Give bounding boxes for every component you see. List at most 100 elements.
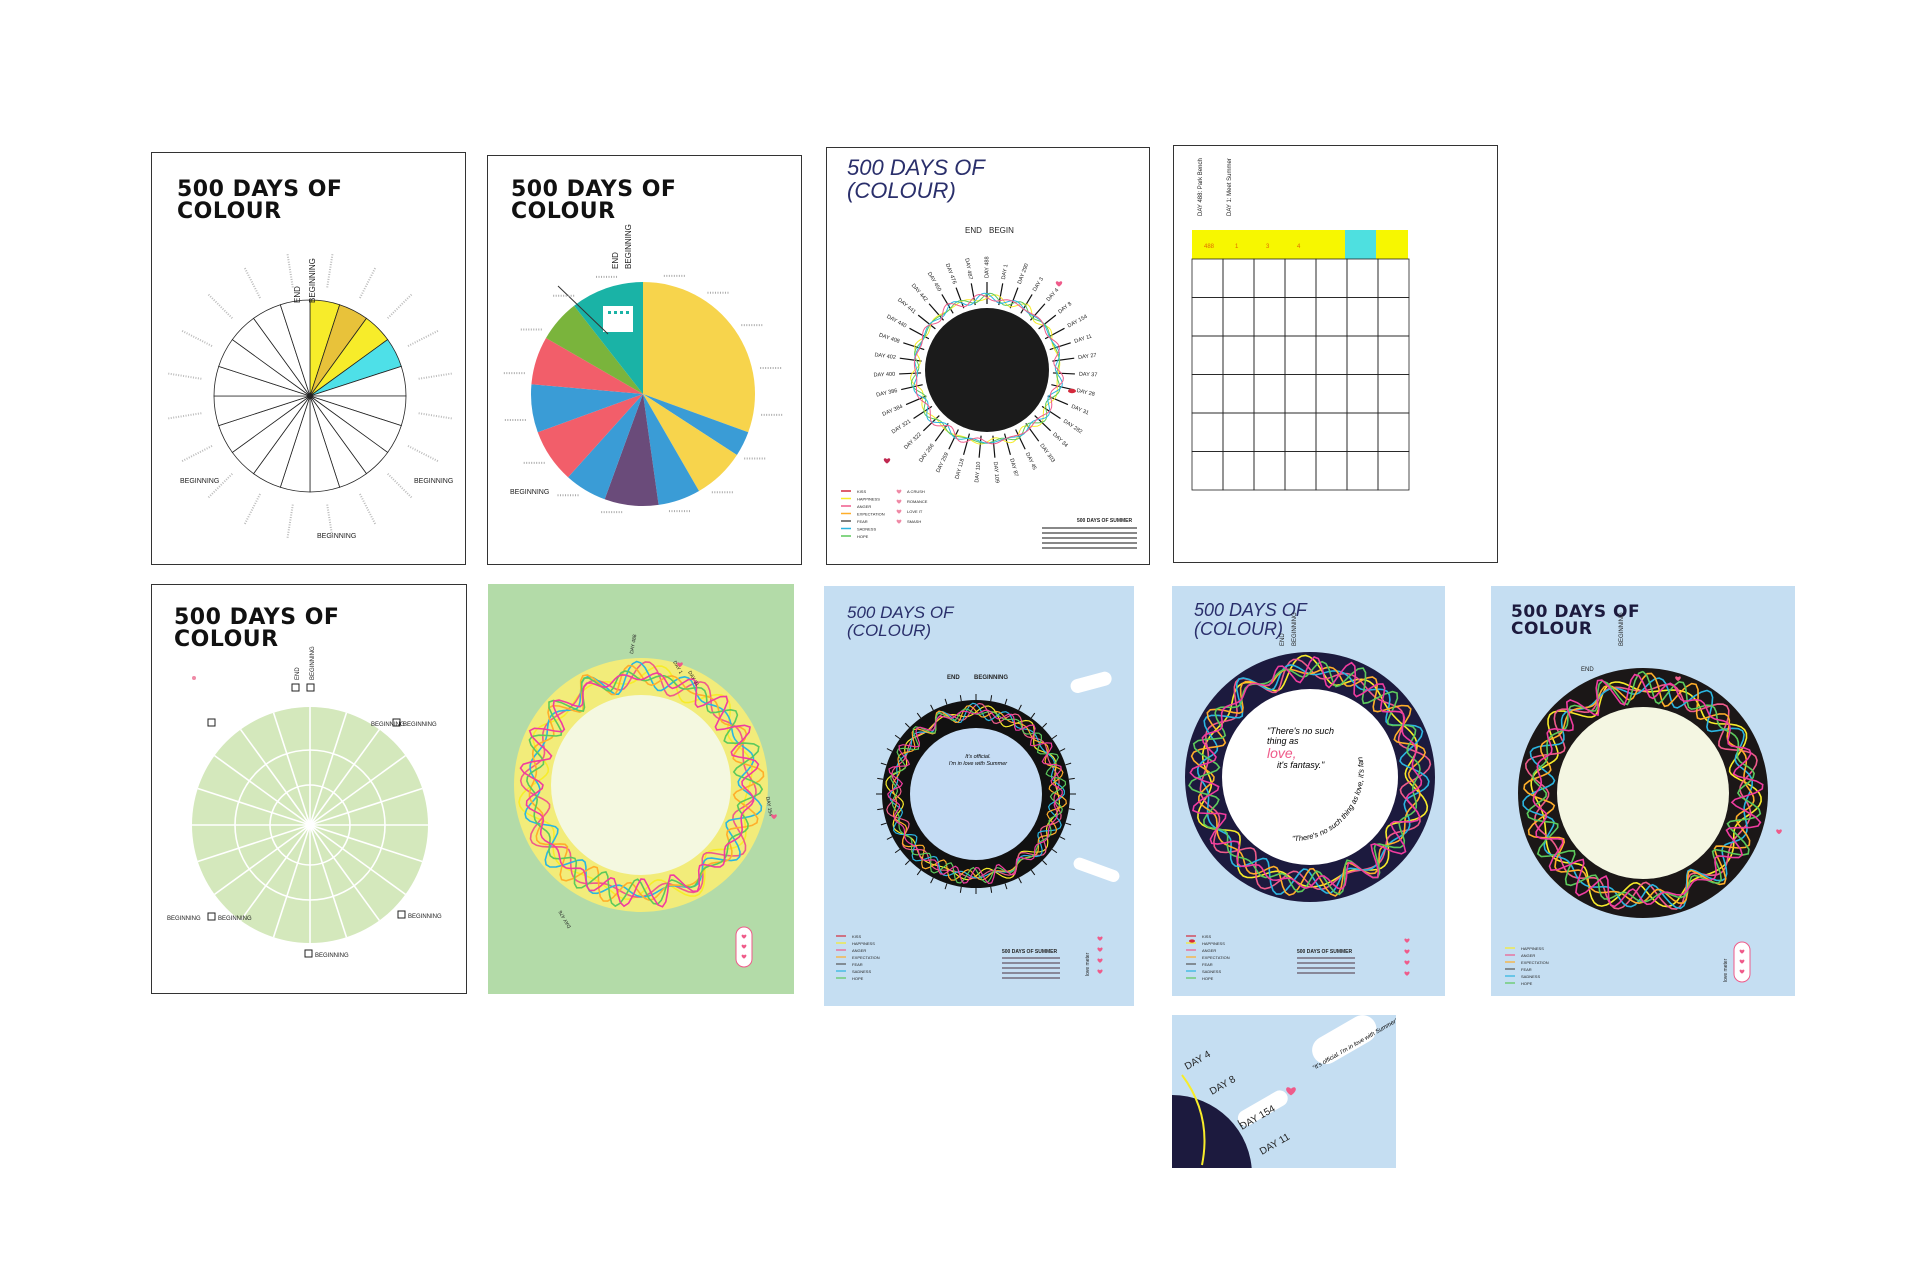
calendar-cell [1222,258,1255,298]
board-7: 500 DAYS OF (COLOUR) END BEGINNING It's of… [824,586,1134,1006]
beginning-label: BEGINNING [218,916,252,922]
board-title: 500 DAYS OF (COLOUR) [1194,600,1307,639]
vertical-label: BEGINNING [310,646,316,680]
emotion-line [1188,660,1421,896]
annotation-scribble [359,493,377,525]
header-cell: 3 [1266,244,1270,250]
highlight-pill [1070,671,1112,693]
day-tick [1042,722,1048,728]
board-title: 500 DAYS OF COLOUR [1511,602,1641,639]
board-title: 500 DAYS OF (COLOUR) [847,155,985,204]
window [620,311,623,314]
info-text-line [1042,527,1137,529]
board-title: 500 DAYS OF COLOUR [177,177,343,224]
annotation-scribble [326,504,334,539]
calendar-cell [1377,451,1410,491]
day-tick [944,698,948,705]
beginning-label: BEGINNING [974,675,1008,681]
beginning-label: BEGINNING [167,916,201,922]
calendar-cell [1253,374,1286,414]
emotion-line [913,292,1063,444]
day-label: DAY 87 [1008,458,1019,477]
calendar-cell [1253,335,1286,375]
day-tick [886,748,893,752]
legend-label: FEAR [1202,962,1213,967]
beginning-label: BEGINNING [510,489,549,496]
checkbox [291,683,300,692]
legend-label: ROMANCE [907,499,928,504]
info-text-line [1297,962,1355,964]
info-text-line [1042,542,1137,544]
day-tick [1059,836,1066,840]
info-text-line [1002,977,1060,979]
day-tick [930,704,934,711]
emotion-line [889,702,1066,879]
day-tick [1018,877,1022,884]
annotation-scribble [407,445,439,463]
end-label: END [293,286,302,303]
info-text-line [1297,967,1355,969]
color-pie: END BEGINNING BEGINNING [502,224,784,514]
pie-slice [546,305,643,394]
day-tick [1068,777,1075,780]
pie-slice [643,394,699,505]
quote: It's official. [965,754,991,760]
day-tick [1004,883,1008,890]
day-label: DAY 34 [1051,432,1068,449]
day-label: DAY 28 [1076,388,1095,398]
day-label: DAY 476 [944,263,957,285]
day-tick [1030,869,1036,876]
legend-label: EXPECTATION [1202,955,1230,960]
day-tick [990,695,993,702]
day-tick [886,836,893,840]
ring [269,784,351,866]
day-tick [901,384,923,391]
legend-label: LOVE IT [907,509,923,514]
emotion-line [1181,1074,1206,1166]
day-label: DAY 4 [1183,1049,1213,1073]
spoke [309,824,406,896]
day-label: DAY 109 [992,461,1000,483]
heart-icon [1739,969,1745,974]
pie-slice [643,282,755,433]
legend-label: HAPPINESS [852,941,875,946]
day-label: DAY 488 [629,634,638,655]
day-tick [877,808,884,811]
annotation-scribble [387,473,413,499]
calendar-cell [1315,335,1348,375]
pie-slice [531,338,643,394]
legend-label: ANGER [857,504,871,509]
spoke [309,754,406,826]
day-tick [959,886,962,893]
ring-segment [1172,1095,1252,1168]
annotation-scribble [418,372,453,380]
heart-icon [896,509,902,514]
calendar-grid: DAY 488: Park Bench DAY 1: Meet Summer 488… [1191,158,1410,491]
emotion-line [526,670,764,908]
beginning-label: BEGINNING [371,722,405,728]
legend-label: SADNESS [1202,969,1221,974]
annotation-scribble [407,329,439,347]
day-label: DAY 11 [1074,334,1093,345]
day-label: DAY 488 [984,256,990,278]
inner-disc [1222,689,1398,865]
day-tick [904,722,910,728]
calendar-cell [1222,297,1255,337]
end-label: END [611,252,620,269]
day-label: DAY 31 [1070,404,1089,417]
day-tick [903,342,925,351]
day-tick [1034,415,1052,432]
board-1: 500 DAYS OF COLOUR END BEGINNING BEGINNING… [151,152,466,565]
highlight-pill [1073,857,1120,883]
emotion-line [913,293,1064,445]
calendar-cell [1377,297,1410,337]
heart-icon [1055,281,1063,287]
pie-slice [568,394,643,500]
calendar-cell [1377,374,1410,414]
quote-highlight: love, [1267,745,1297,761]
day-label: DAY 154 [1067,314,1089,329]
